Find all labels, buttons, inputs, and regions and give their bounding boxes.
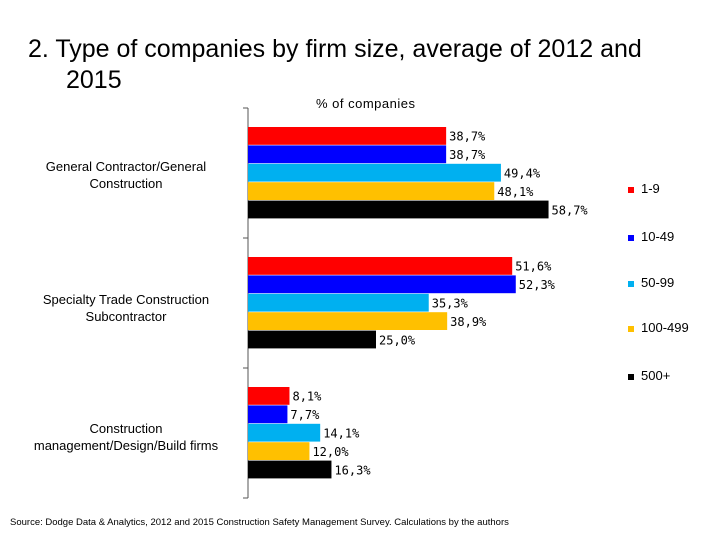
- category-label-construction-management: Construction management/Design/Build fir…: [33, 421, 219, 453]
- data-label-500-1: 58,7%: [552, 203, 589, 217]
- bar-100-499-3: [248, 442, 310, 460]
- bar-1-9-1: [248, 127, 447, 145]
- legend-item-1-9: 1-9: [628, 181, 660, 196]
- bar-10-49-1: [248, 145, 447, 164]
- data-label-50-99-2: 35,3%: [432, 297, 469, 311]
- legend-item-10-49: 10-49: [628, 229, 674, 244]
- data-label-500-3: 16,3%: [334, 463, 371, 477]
- chart-title-line-1: 2. Type of companies by firm size, avera…: [28, 35, 642, 63]
- data-label-1-9-3: 8,1%: [292, 390, 322, 404]
- bar-500-3: [248, 460, 332, 479]
- legend-swatch-50-99: [628, 280, 634, 287]
- bar-100-499-1: [248, 182, 495, 200]
- chart-title: 2. Type of companies by firm size, avera…: [28, 34, 688, 96]
- data-label-500-2: 25,0%: [379, 333, 416, 347]
- bar-500-2: [248, 330, 376, 349]
- legend-item-100-499: 100-499: [628, 320, 689, 335]
- bar-1-9-3: [248, 387, 290, 405]
- data-label-10-49-3: 7,7%: [290, 408, 320, 422]
- data-label-100-499-1: 48,1%: [497, 185, 534, 199]
- legend-swatch-100-499: [628, 325, 634, 332]
- category-label-general-contractor: General Contractor/General Construction: [45, 159, 207, 191]
- bar-10-49-3: [248, 405, 288, 424]
- data-label-50-99-1: 49,4%: [504, 167, 541, 181]
- category-label-specialty-trade: Specialty Trade Construction Subcontract…: [42, 292, 210, 324]
- bar-1-9-2: [248, 257, 513, 275]
- legend-swatch-10-49: [628, 234, 634, 241]
- data-label-100-499-2: 38,9%: [450, 315, 487, 329]
- legend-swatch-500-plus: [628, 373, 634, 380]
- legend-item-500-plus: 500+: [628, 368, 670, 383]
- data-label-10-49-2: 52,3%: [519, 278, 556, 292]
- data-label-50-99-3: 14,1%: [323, 427, 360, 441]
- bar-100-499-2: [248, 312, 448, 330]
- axis-unit-label: % of companies: [316, 96, 416, 111]
- bar-500-1: [248, 200, 549, 219]
- legend-swatch-1-9: [628, 186, 634, 193]
- data-label-1-9-2: 51,6%: [515, 260, 552, 274]
- bar-10-49-2: [248, 275, 516, 294]
- bar-50-99-2: [248, 293, 429, 312]
- data-label-10-49-1: 38,7%: [449, 148, 486, 162]
- bar-50-99-1: [248, 163, 501, 182]
- data-label-100-499-3: 12,0%: [312, 445, 349, 459]
- chart-title-line-2: 2015: [66, 66, 122, 94]
- legend-item-50-99: 50-99: [628, 275, 674, 290]
- bar-50-99-3: [248, 423, 321, 442]
- source-note: Source: Dodge Data & Analytics, 2012 and…: [10, 517, 509, 528]
- data-label-1-9-1: 38,7%: [449, 130, 486, 144]
